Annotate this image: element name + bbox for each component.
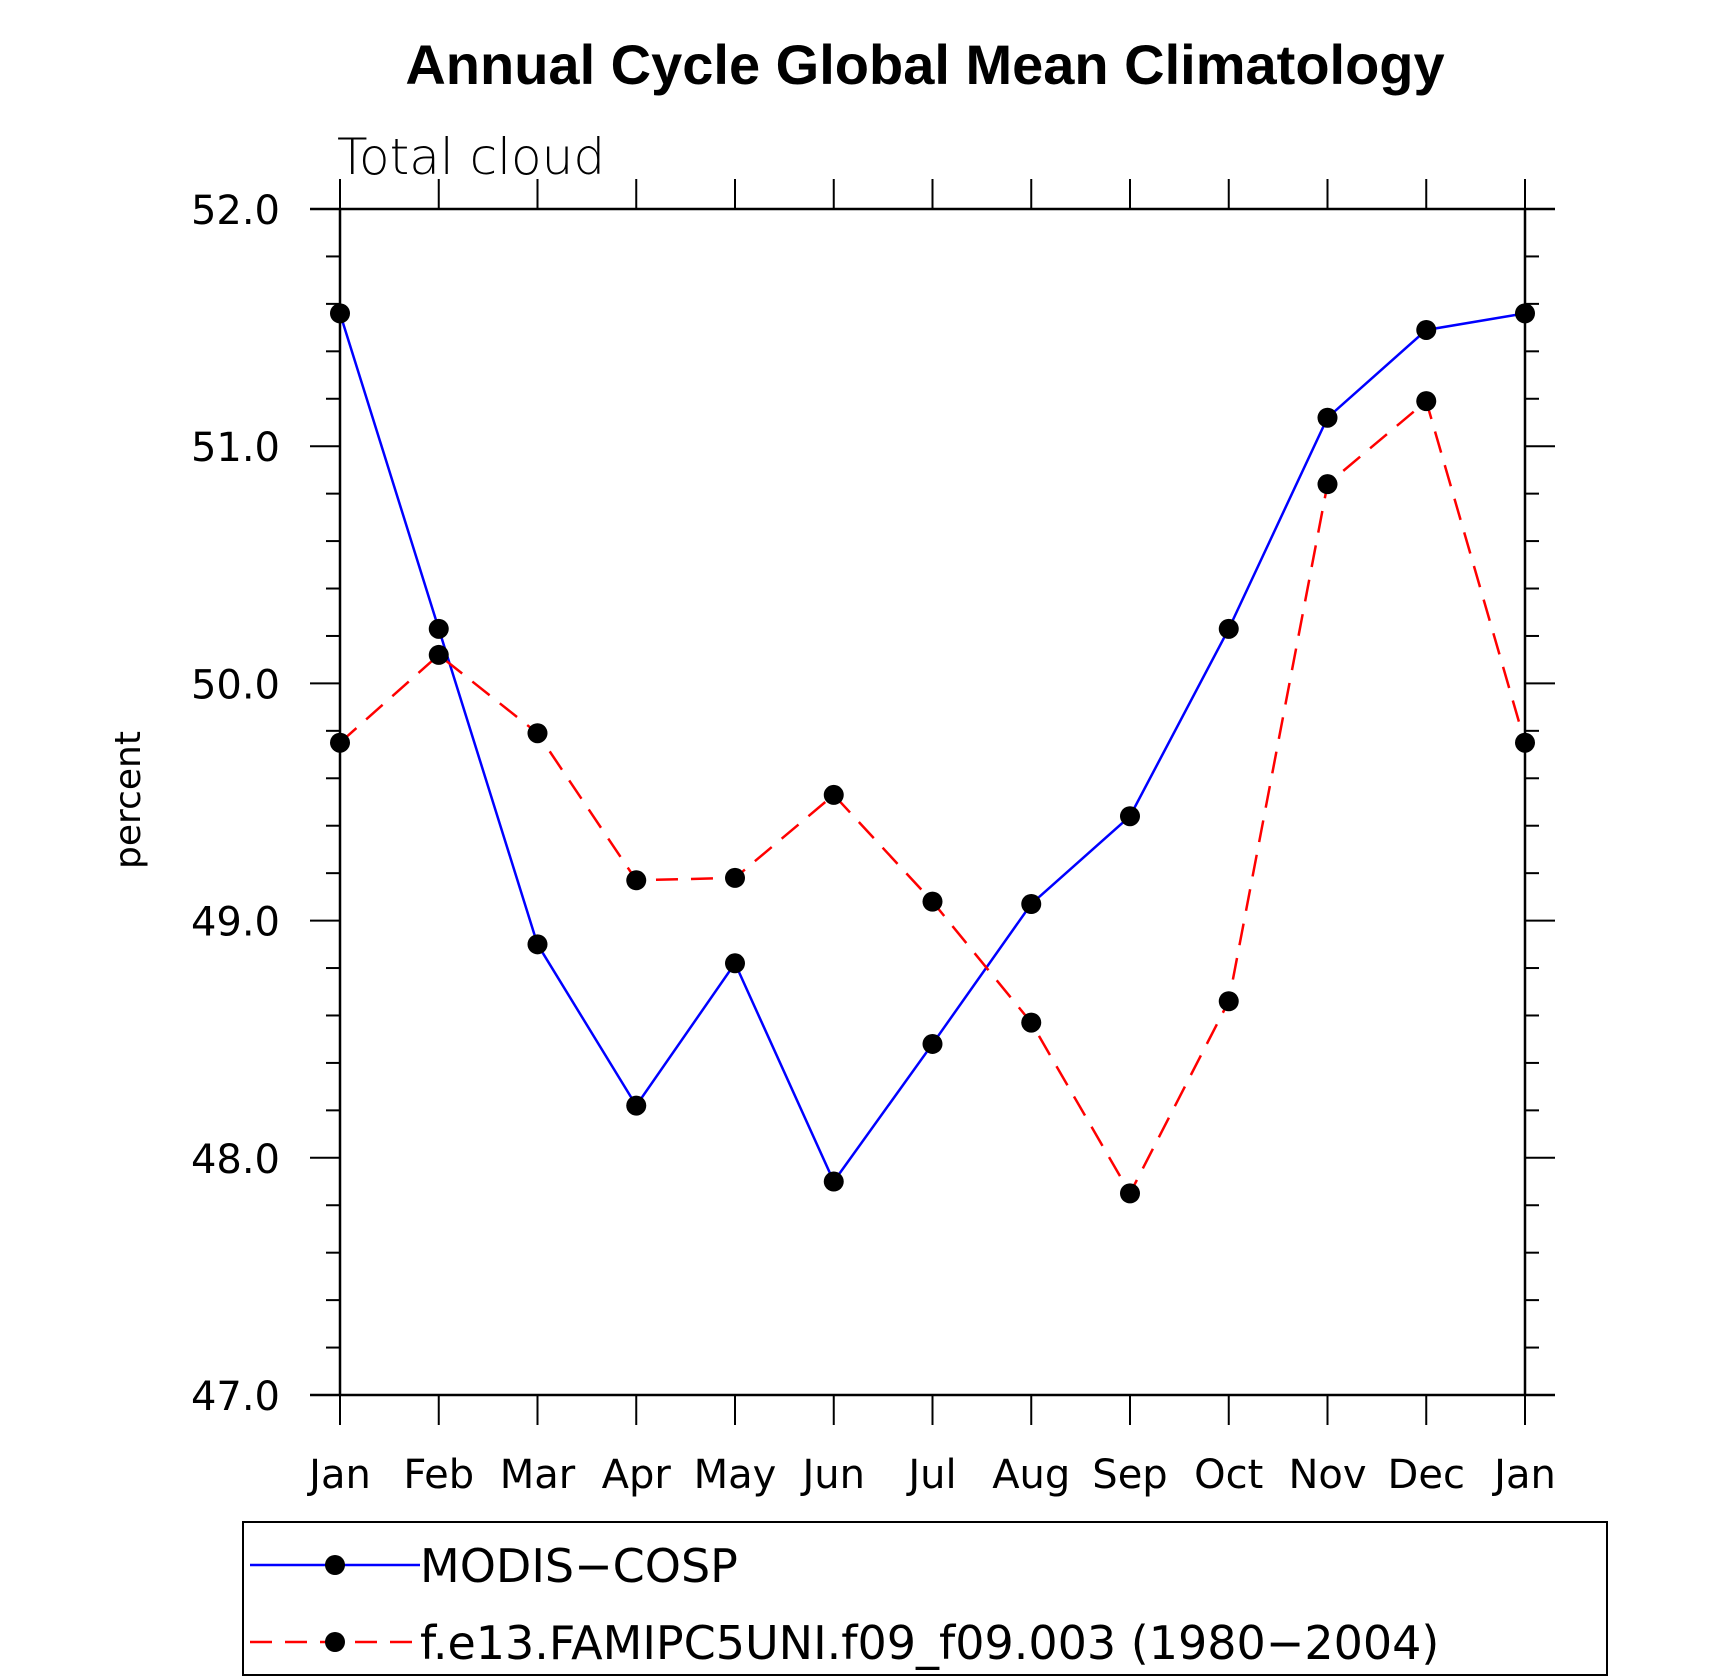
data-point-series-1	[725, 867, 745, 888]
data-point-series-1	[527, 723, 548, 744]
x-tick-label: Nov	[1288, 1452, 1366, 1498]
data-point-series-1	[1416, 391, 1437, 412]
x-tick-label: Jun	[800, 1452, 866, 1498]
legend-box	[242, 1521, 1608, 1676]
series-line-1	[339, 398, 1527, 1196]
x-tick-label: Oct	[1194, 1452, 1263, 1498]
x-tick-label: Dec	[1388, 1452, 1465, 1498]
y-tick-label: 48.0	[191, 1137, 280, 1183]
axes: 47.0 48.0 49.0 50.0 51.0 52.0 Jan Feb Mar Apr May J…	[191, 179, 1556, 1498]
data-point-series-1	[1317, 474, 1338, 495]
data-point-series-0	[1515, 303, 1535, 324]
x-tick-label: Jan	[306, 1452, 371, 1498]
data-point-series-1	[922, 891, 943, 912]
x-tick-label: Jul	[905, 1452, 956, 1498]
y-axis-label: percent	[108, 731, 149, 869]
x-tick-label: Apr	[602, 1452, 672, 1498]
x-tick-label: Mar	[500, 1452, 576, 1498]
data-point-series-1	[626, 870, 647, 891]
data-point-series-0	[922, 1033, 943, 1054]
legend-marker-modis	[325, 1555, 345, 1575]
x-tick-label: Feb	[403, 1452, 474, 1498]
data-point-series-0	[428, 618, 449, 639]
chart-title: Annual Cycle Global Mean Climatology	[405, 33, 1444, 96]
y-tick-label: 51.0	[191, 425, 280, 471]
y-tick-label: 52.0	[191, 188, 280, 234]
data-point-series-0	[1021, 893, 1042, 914]
data-point-series-1	[1120, 1183, 1140, 1204]
legend-label-model: f.e13.FAMIPC5UNI.f09_f09.003 (1980−2004)	[420, 1616, 1439, 1670]
y-tick-label: 50.0	[191, 662, 280, 708]
x-tick-label: Jan	[1491, 1452, 1556, 1498]
data-point-series-0	[1120, 806, 1140, 827]
data-point-series-0	[725, 953, 745, 974]
x-tick-label: May	[694, 1452, 777, 1498]
data-point-series-1	[1021, 1012, 1042, 1033]
data-point-series-0	[1416, 319, 1437, 340]
legend-label-modis: MODIS−COSP	[420, 1539, 738, 1593]
data-point-series-0	[626, 1095, 647, 1116]
data-point-series-1	[1218, 991, 1239, 1012]
data-point-series-0	[1317, 407, 1338, 428]
series-layer	[330, 303, 1535, 1204]
y-tick-label: 47.0	[191, 1374, 280, 1420]
legend-marker-model	[325, 1632, 345, 1652]
legend: MODIS−COSP f.e13.FAMIPC5UNI.f09_f09.003 …	[242, 1521, 1608, 1676]
data-point-series-0	[330, 303, 350, 324]
data-point-series-0	[527, 934, 548, 955]
x-tick-label: Aug	[992, 1452, 1070, 1498]
y-tick-label: 49.0	[191, 900, 280, 946]
x-tick-label: Sep	[1092, 1452, 1167, 1498]
data-point-series-1	[330, 732, 350, 753]
data-point-series-1	[1515, 732, 1535, 753]
data-point-series-0	[823, 1171, 844, 1192]
data-point-series-1	[823, 784, 844, 805]
chart-subtitle: Total cloud	[337, 128, 605, 186]
data-point-series-0	[1218, 618, 1239, 639]
data-point-series-1	[428, 644, 449, 665]
